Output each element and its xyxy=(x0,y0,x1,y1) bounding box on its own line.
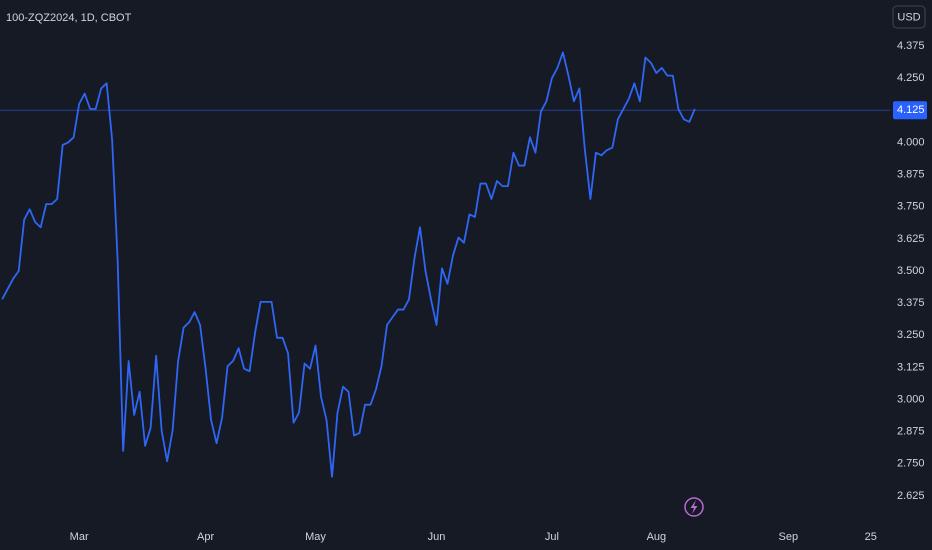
y-tick-label: 3.750 xyxy=(897,201,925,213)
x-tick-label: 25 xyxy=(865,531,877,543)
y-tick-label: 3.375 xyxy=(897,297,925,309)
y-tick-label: 3.125 xyxy=(897,361,925,373)
currency-button[interactable] xyxy=(892,5,926,29)
y-tick-label: 4.250 xyxy=(897,72,925,84)
icon-bolt[interactable] xyxy=(690,500,698,514)
last-price-badge xyxy=(893,101,927,120)
y-tick-label: 2.750 xyxy=(897,458,925,470)
x-tick-label: May xyxy=(305,531,326,543)
price-line xyxy=(1,51,696,478)
replay-icon[interactable] xyxy=(684,497,704,517)
y-tick-label: 4.000 xyxy=(897,136,925,148)
currency-label[interactable]: USD xyxy=(897,11,920,23)
y-tick-label: 3.500 xyxy=(897,265,925,277)
chart-title: 100-ZQZ2024, 1D, CBOT xyxy=(6,12,132,24)
x-tick-label: Apr xyxy=(197,531,214,543)
y-tick-label: 3.875 xyxy=(897,168,925,180)
y-tick-label: 4.375 xyxy=(897,40,925,52)
y-tick-label: 3.000 xyxy=(897,393,925,405)
last-price-label: 4.125 xyxy=(897,104,925,116)
x-tick-label: Jun xyxy=(428,531,446,543)
y-tick-label: 3.625 xyxy=(897,233,925,245)
y-tick-label: 2.625 xyxy=(897,490,925,502)
y-tick-label: 2.875 xyxy=(897,426,925,438)
x-tick-label: Sep xyxy=(779,531,799,543)
icon-circle[interactable] xyxy=(684,497,704,517)
x-tick-label: Mar xyxy=(70,531,89,543)
x-tick-label: Jul xyxy=(545,531,559,543)
y-tick-label: 3.250 xyxy=(897,329,925,341)
x-tick-label: Aug xyxy=(647,531,667,543)
